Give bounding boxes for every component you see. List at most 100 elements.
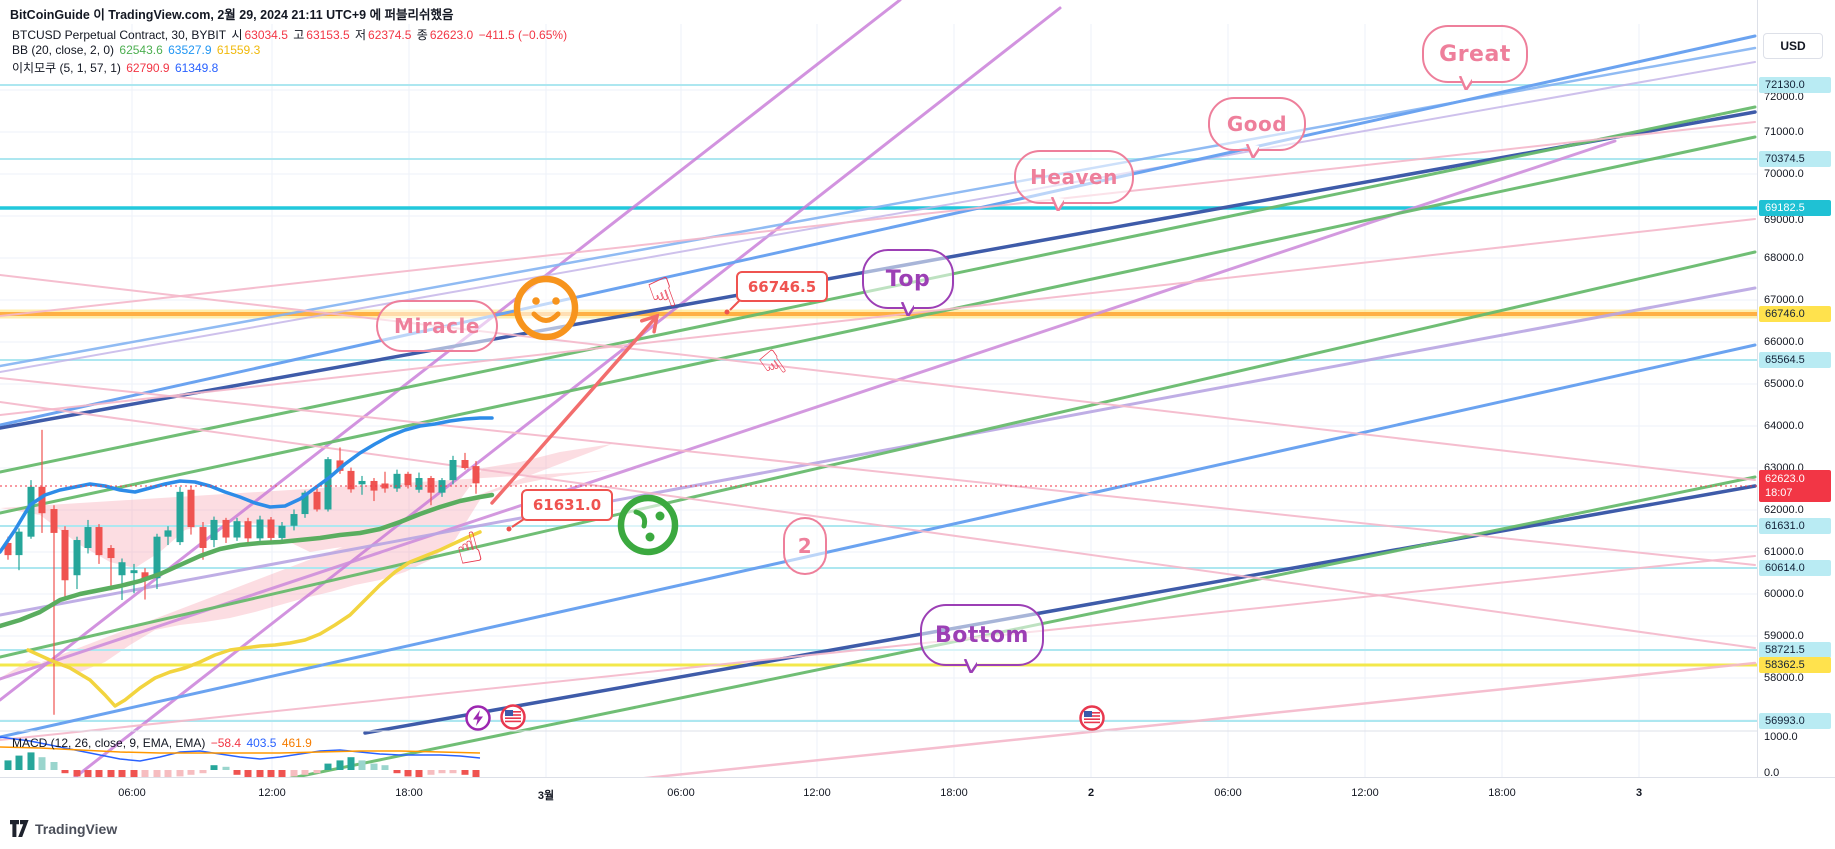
candle-body xyxy=(427,478,435,493)
us-flag-badge-icon[interactable] xyxy=(1079,705,1105,731)
trend-line-pink-asc-3[interactable] xyxy=(0,555,1756,741)
time-axis-label: 18:00 xyxy=(940,787,968,799)
trend-line-blue-lower[interactable] xyxy=(0,343,1757,739)
tradingview-logo[interactable]: TradingView xyxy=(10,820,117,837)
macd-histogram-bar xyxy=(73,770,81,777)
speech-bubble-great[interactable]: Great xyxy=(1422,25,1528,83)
price-scale-label: 62000.0 xyxy=(1764,504,1804,516)
price-level-chip[interactable]: 58362.5 xyxy=(1759,657,1831,673)
price-callout-61631.0[interactable]: 61631.0 xyxy=(521,489,613,521)
ichimoku-cloud xyxy=(0,444,612,678)
high-value: 63153.5 xyxy=(306,28,350,42)
candle-body xyxy=(222,519,230,538)
current-price-chip[interactable]: 62623.0 18:07 xyxy=(1759,470,1831,502)
price-level-chip[interactable]: 56993.0 xyxy=(1759,713,1831,729)
price-level-chip[interactable]: 58721.5 xyxy=(1759,642,1831,658)
price-callout-66746.5[interactable]: 66746.5 xyxy=(736,271,828,302)
price-level-chip[interactable]: 72130.0 xyxy=(1759,77,1831,93)
open-label: 시 xyxy=(231,28,243,42)
price-level-chip[interactable]: 70374.5 xyxy=(1759,151,1831,167)
candle-body xyxy=(415,478,423,490)
macd-histogram-bar xyxy=(347,757,355,770)
wink-face-icon[interactable] xyxy=(617,494,679,556)
price-scale[interactable]: 72000.0 71000.0 70000.0 69000.0 68000.0 67000… xyxy=(1757,0,1835,812)
trend-line-orchid-diag[interactable] xyxy=(0,139,1617,681)
us-flag-badge-icon[interactable] xyxy=(500,704,526,730)
trend-line-lavender-top[interactable] xyxy=(0,61,1756,373)
time-axis-label: 18:00 xyxy=(1488,787,1516,799)
callout-anchor-dot xyxy=(724,309,730,315)
speech-bubble-label: Great xyxy=(1439,41,1511,67)
macd-histogram-bar xyxy=(27,752,35,770)
macd-histogram-bar xyxy=(427,770,435,775)
current-price-time: 18:07 xyxy=(1765,487,1793,499)
trend-line-lavender-low[interactable] xyxy=(0,286,1757,617)
trend-line-blue-upper[interactable] xyxy=(0,34,1757,427)
macd-histogram-bar xyxy=(84,770,92,778)
price-scale-label: 59000.0 xyxy=(1764,630,1804,642)
macd-legend[interactable]: MACD (12, 26, close, 9, EMA, EMA) −58.4 … xyxy=(12,736,314,750)
macd-signal-value: 461.9 xyxy=(281,736,312,750)
smiley-face-icon[interactable] xyxy=(513,275,579,341)
trend-line-pink-desc-a[interactable] xyxy=(0,401,1756,649)
candle-body xyxy=(141,572,149,581)
price-level-chip[interactable]: 60614.0 xyxy=(1759,560,1831,576)
ichimoku-title: 이치모쿠 (5, 1, 57, 1) xyxy=(12,61,121,75)
time-axis-label: 06:00 xyxy=(1214,787,1242,799)
candle-body xyxy=(358,480,366,485)
trend-line-green-2[interactable] xyxy=(0,135,1757,515)
speech-bubble-top[interactable]: Top xyxy=(862,249,954,309)
macd-histogram-bar xyxy=(278,770,286,780)
flag-stripe xyxy=(505,720,521,723)
time-axis[interactable]: 06:00 12:00 18:00 3월 06:00 12:00 18:00 2 06:00 12… xyxy=(0,777,1835,813)
trend-line-pink-desc-c[interactable] xyxy=(0,274,1756,481)
trend-line-navy-lower[interactable] xyxy=(363,484,1757,735)
trend-line-pink-desc-b[interactable] xyxy=(0,377,1756,566)
macd-histogram-bar xyxy=(244,770,252,778)
candle-body xyxy=(347,470,355,490)
bb_lower-line xyxy=(26,530,482,708)
symbol-legend[interactable]: BTCUSD Perpetual Contract, 30, BYBIT 시 63… xyxy=(12,26,569,43)
trend-line-pink-asc-1[interactable] xyxy=(0,218,1756,416)
candle-body xyxy=(61,529,69,581)
candle-body xyxy=(27,486,35,537)
trend-line-pink-asc-0[interactable] xyxy=(0,121,1756,317)
candle-body xyxy=(176,491,184,543)
macd-line xyxy=(0,736,481,762)
speech-bubble-miracle[interactable]: Miracle xyxy=(376,300,498,352)
price-level-chip[interactable]: 69182.5 xyxy=(1759,200,1831,216)
price-level-chip[interactable]: 61631.0 xyxy=(1759,518,1831,534)
speech-bubble-heaven[interactable]: Heaven xyxy=(1014,150,1134,204)
price-scale-label: 72000.0 xyxy=(1764,91,1804,103)
speech-bubble-good[interactable]: Good xyxy=(1208,97,1306,151)
speech-bubble-2[interactable]: 2 xyxy=(783,517,827,575)
candle-body xyxy=(472,466,480,484)
speech-bubble-bottom[interactable]: Bottom xyxy=(920,604,1044,666)
bb-lower-value: 61559.3 xyxy=(216,43,261,57)
time-axis-label: 12:00 xyxy=(258,787,286,799)
macd-histogram-bar xyxy=(472,770,480,778)
currency-toggle-button[interactable]: USD xyxy=(1763,33,1823,59)
price-level-chip[interactable]: 66746.0 xyxy=(1759,306,1831,322)
macd-histogram-bar xyxy=(233,770,241,775)
candle-body xyxy=(256,519,264,539)
macd-histogram-bar xyxy=(393,770,401,774)
macd-histogram-bar xyxy=(164,770,172,778)
time-axis-label: 12:00 xyxy=(803,787,831,799)
speech-bubble-label: Bottom xyxy=(935,622,1029,648)
projection-arrow[interactable] xyxy=(490,314,659,505)
candle-body xyxy=(278,525,286,538)
price-scale-label: 71000.0 xyxy=(1764,126,1804,138)
trend-line-green-3[interactable] xyxy=(0,250,1757,659)
ichimoku-legend[interactable]: 이치모쿠 (5, 1, 57, 1) 62790.9 61349.8 xyxy=(12,59,220,76)
price-level-chip[interactable]: 65564.5 xyxy=(1759,352,1831,368)
candle-body xyxy=(336,460,344,471)
close-value: 62623.0 xyxy=(429,28,474,42)
bb-legend[interactable]: BB (20, close, 2, 0) 62543.6 63527.9 615… xyxy=(12,43,262,57)
flag-stripe xyxy=(1084,718,1100,720)
candle-body xyxy=(301,492,309,515)
macd-histogram-bar xyxy=(187,770,195,775)
candle-body xyxy=(370,480,378,491)
candle-body xyxy=(95,527,103,556)
